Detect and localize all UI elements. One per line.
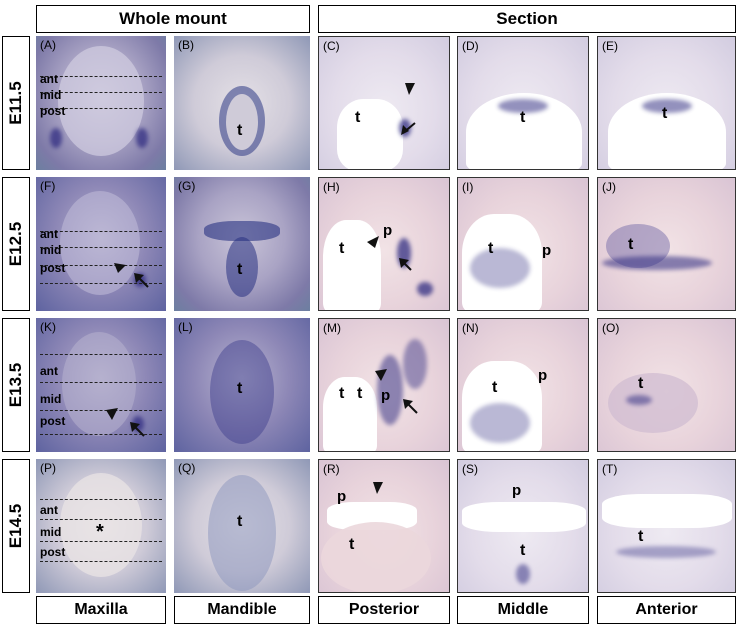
panel-f: (F) ant mid post [36,177,166,311]
arrowhead-icon [373,482,383,494]
panel-i: (I) t p [457,177,589,311]
panel-g: (G) t [174,177,310,311]
panel-q: (Q) t [174,459,310,593]
panel-b: (B) t [174,36,310,170]
footer-mandible: Mandible [174,596,310,624]
whole-mount-header: Whole mount [36,5,310,33]
panel-a: (A) ant mid post [36,36,166,170]
panel-j: (J) t [597,177,736,311]
panel-l: (L) t [174,318,310,452]
panel-t: (T) t [597,459,736,593]
arrowhead-icon [106,408,145,437]
panel-m: (M) t t p [318,318,450,452]
panel-s: (S) p t [457,459,589,593]
footer-maxilla: Maxilla [36,596,166,624]
row-label-e12-5: E12.5 [2,177,30,311]
panel-e: (E) t [597,36,736,170]
panel-d: (D) t [457,36,589,170]
section-header: Section [318,5,736,33]
panel-o: (O) t [597,318,736,452]
arrowhead-icon [114,263,149,288]
panel-c: (C) t [318,36,450,170]
arrowhead-icon [375,369,418,414]
arrowhead-icon [401,83,416,135]
panel-k: (K) ant mid post [36,318,166,452]
footer-posterior: Posterior [318,596,450,624]
footer-middle: Middle [457,596,589,624]
footer-anterior: Anterior [597,596,736,624]
row-label-e13-5: E13.5 [2,318,30,452]
panel-p: (P) ant mid post * [36,459,166,593]
row-label-e14-5: E14.5 [2,459,30,593]
panel-h: (H) t p [318,177,450,311]
panel-r: (R) p t [318,459,450,593]
panel-n: (N) t p [457,318,589,452]
asterisk-marker: * [96,521,104,543]
arrowhead-icon [367,236,412,271]
row-label-e11-5: E11.5 [2,36,30,170]
